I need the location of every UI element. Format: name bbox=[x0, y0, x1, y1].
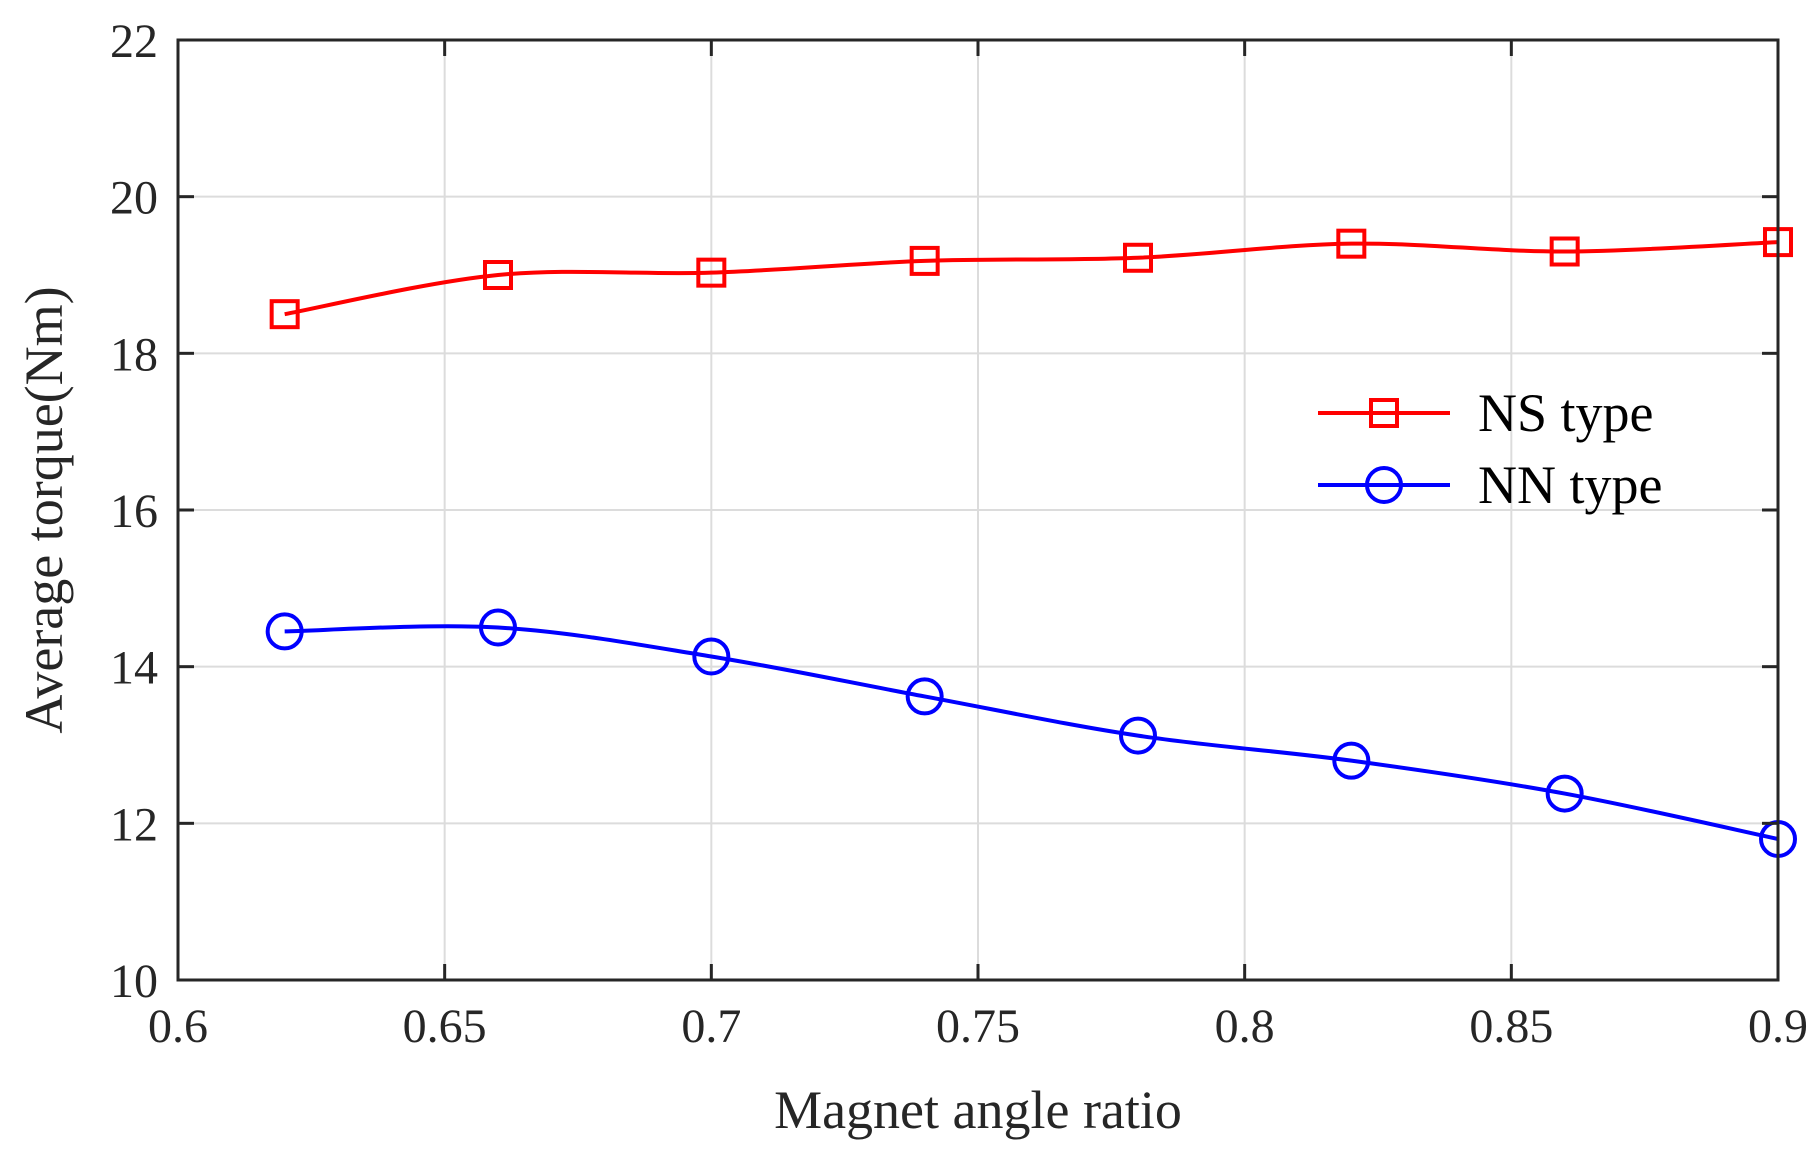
data-point-ns-type bbox=[696, 257, 727, 288]
data-point-nn-type bbox=[905, 677, 944, 716]
y-tick-label: 18 bbox=[110, 328, 158, 381]
x-tick-label: 0.6 bbox=[148, 1000, 208, 1053]
series-line-nn-type bbox=[284, 624, 1779, 841]
y-axis-label: Average torque(Nm) bbox=[14, 286, 74, 733]
x-tick-label: 0.9 bbox=[1748, 1000, 1808, 1053]
axis-ticks: 0.6 0.65 0.7 0.75 0.8 0.85 0.9 10 12 14 16 18 20 22 bbox=[110, 15, 1808, 1053]
x-axis-label: Magnet angle ratio bbox=[774, 1080, 1182, 1140]
data-point-ns-type bbox=[269, 299, 300, 330]
y-tick-label: 22 bbox=[110, 15, 158, 68]
data-point-nn-type bbox=[479, 608, 517, 647]
data-point-nn-type bbox=[1545, 774, 1584, 813]
data-point-ns-type bbox=[483, 260, 513, 290]
x-tick-label: 0.7 bbox=[681, 1000, 741, 1053]
data-point-nn-type bbox=[1332, 741, 1371, 780]
data-point-ns-type bbox=[909, 245, 940, 276]
y-tick-label: 20 bbox=[110, 172, 158, 225]
x-tick-label: 0.65 bbox=[403, 1000, 487, 1053]
data-point-ns-type bbox=[1123, 242, 1153, 273]
legend: NS type NN type bbox=[1318, 383, 1662, 515]
data-point-nn-type bbox=[692, 637, 731, 676]
data-point-ns-type bbox=[1336, 228, 1367, 259]
legend-marker-circle bbox=[1365, 466, 1403, 504]
legend-entry-nn: NN type bbox=[1318, 455, 1662, 515]
legend-marker-square bbox=[1369, 398, 1399, 428]
x-tick-label: 0.8 bbox=[1215, 1000, 1275, 1053]
legend-label-ns: NS type bbox=[1478, 383, 1654, 443]
x-tick-label: 0.75 bbox=[936, 1000, 1020, 1053]
y-tick-label: 10 bbox=[110, 955, 158, 1008]
series-line-ns-type bbox=[284, 240, 1779, 317]
legend-label-nn: NN type bbox=[1478, 455, 1662, 515]
y-tick-label: 14 bbox=[110, 642, 158, 695]
legend-entry-ns: NS type bbox=[1318, 383, 1654, 443]
y-tick-label: 12 bbox=[110, 798, 158, 851]
data-point-nn-type bbox=[1119, 716, 1157, 755]
data-point-ns-type bbox=[1549, 236, 1580, 267]
x-tick-label: 0.85 bbox=[1469, 1000, 1553, 1053]
data-point-nn-type bbox=[265, 612, 304, 651]
plot-series bbox=[265, 227, 1797, 858]
y-tick-label: 16 bbox=[110, 485, 158, 538]
